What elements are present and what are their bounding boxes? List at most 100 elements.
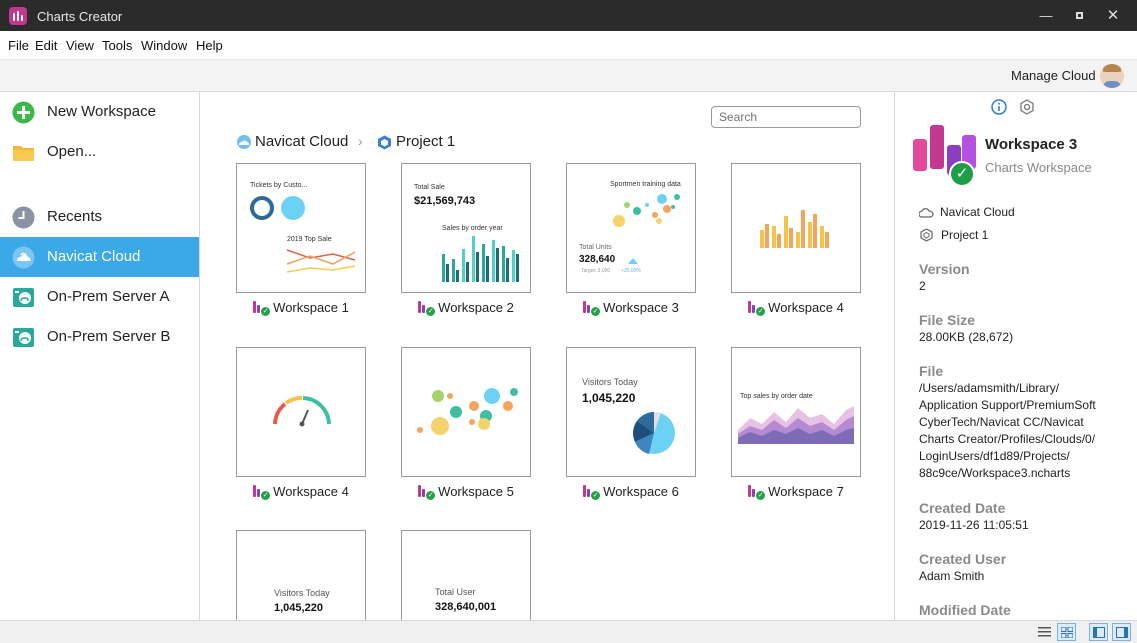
menu-help[interactable]: Help (196, 38, 223, 53)
field-value-created-date: 2019-11-26 11:05:51 (919, 518, 1029, 532)
breadcrumb-project[interactable]: Project 1 (396, 133, 456, 150)
thumb-text: Sales by order year (442, 225, 503, 232)
toolbar: Manage Cloud (0, 60, 1137, 92)
sidebar: New Workspace Open... Recents Navicat Cl… (0, 92, 200, 620)
thumb-text: Total Units (579, 244, 612, 251)
workspace-thumbnail: Visitors Today 1,045,220 (236, 530, 366, 620)
sidebar-item-label: Open... (47, 143, 97, 160)
sidebar-item-on-prem-server-b[interactable]: On-Prem Server B (0, 317, 199, 357)
sidebar-item-new-workspace[interactable]: New Workspace (0, 92, 199, 132)
workspace-grid-area: Navicat Cloud › Project 1 Tickets by Cus… (200, 92, 894, 620)
sidebar-item-label: Recents (47, 208, 103, 225)
workspace-label: ✓ Workspace 7 (731, 484, 861, 502)
plus-circle-icon (12, 101, 35, 124)
thumb-text: Top sales by order date (740, 393, 813, 400)
workspace-thumbnail: Total Sale $21,569,743 Sales by order ye… (401, 163, 531, 293)
bar-chart-thumb (760, 210, 829, 248)
field-value-file: /Users/adamsmith/Library/ Application Su… (919, 381, 1096, 480)
scatter-chart-thumb (613, 194, 680, 227)
thumb-text: 2019 Top Sale (287, 236, 332, 243)
thumb-text: $21,569,743 (414, 195, 476, 207)
info-icon[interactable] (991, 99, 1007, 115)
close-button[interactable]: ✕ (1106, 7, 1120, 24)
field-value-version: 2 (919, 279, 926, 293)
cloud-icon (237, 135, 251, 149)
area-chart-thumb (738, 406, 854, 444)
app-logo-icon (9, 7, 27, 25)
thumb-text: Sportmen training data (610, 181, 681, 188)
workspace-label: ✓ Workspace 4 (236, 484, 366, 502)
list-view-icon[interactable] (1038, 626, 1051, 638)
field-label-file-size: File Size (919, 312, 976, 328)
panel-title: Workspace 3 (985, 136, 1078, 153)
sidebar-item-recents[interactable]: Recents (0, 197, 199, 237)
bubble-chart-thumb (417, 388, 518, 435)
sidebar-item-on-prem-server-a[interactable]: On-Prem Server A (0, 277, 199, 317)
line-chart-thumb (286, 249, 356, 273)
field-label-modified-date: Modified Date (919, 602, 1011, 618)
cloud-icon (12, 246, 35, 269)
thumb-text: Visitors Today (582, 377, 638, 387)
grid-view-button[interactable] (1057, 623, 1076, 641)
panel-location-cloud: Navicat Cloud (940, 205, 1015, 219)
maximize-button[interactable] (1069, 6, 1089, 26)
thumb-text: Total Sale (414, 184, 445, 191)
title-bar: Charts Creator — ✕ (0, 0, 1137, 31)
field-label-created-date: Created Date (919, 500, 1006, 516)
minimize-button[interactable]: — (1039, 8, 1053, 23)
workspace-large-icon: ✓ (913, 123, 977, 187)
status-bar (0, 620, 1137, 643)
workspace-thumbnail: Sportmen training data Total Units 328,6… (566, 163, 696, 293)
menu-window[interactable]: Window (141, 38, 188, 53)
workspace-label: ✓ Workspace 2 (401, 300, 531, 318)
thumb-text: Tickets by Custo... (250, 182, 308, 189)
breadcrumb-cloud[interactable]: Navicat Cloud (255, 133, 349, 150)
field-label-version: Version (919, 261, 970, 277)
bar-chart-thumb (442, 236, 519, 282)
sidebar-item-label: New Workspace (47, 103, 156, 120)
cloud-icon (919, 208, 934, 218)
toggle-left-panel-button[interactable] (1089, 623, 1108, 641)
workspace-thumbnail: Top sales by order date (731, 347, 861, 477)
workspace-icon: ✓ (748, 484, 766, 500)
workspace-label: ✓ Workspace 4 (731, 300, 861, 318)
thumb-text: Target: 3,000 (581, 268, 611, 274)
menu-view[interactable]: View (66, 38, 94, 53)
panel-subtitle: Charts Workspace (985, 160, 1092, 175)
triangle-up-icon (628, 258, 638, 264)
pie-chart-thumb (633, 411, 675, 454)
project-hexagon-icon (378, 135, 391, 150)
search-input[interactable] (711, 106, 861, 128)
thumb-text: Total User (435, 587, 476, 597)
hexagon-settings-icon[interactable] (1019, 99, 1035, 115)
workspace-label: ✓ Workspace 1 (236, 300, 366, 318)
thumb-text: 1,045,220 (582, 391, 636, 405)
details-panel: ✓ Workspace 3 Charts Workspace Navicat C… (894, 92, 1137, 620)
workspace-icon: ✓ (253, 300, 271, 316)
gauge-chart-thumb (273, 396, 331, 427)
sidebar-item-label: On-Prem Server B (47, 328, 171, 345)
sidebar-item-open[interactable]: Open... (0, 132, 199, 172)
workspace-thumbnail: Tickets by Custo... 2019 Top Sale (236, 163, 366, 293)
user-avatar[interactable] (1100, 64, 1124, 88)
workspace-thumbnail: Total User 328,640,001 (401, 530, 531, 620)
workspace-icon: ✓ (253, 484, 271, 500)
workspace-label: ✓ Workspace 3 (566, 300, 696, 318)
thumb-text: 1,045,220 (274, 602, 323, 614)
thumb-text: Visitors Today (274, 588, 330, 598)
workspace-label: ✓ Workspace 5 (401, 484, 531, 502)
menu-file[interactable]: File (8, 38, 29, 53)
chevron-right-icon: › (358, 133, 363, 149)
hexagon-icon (920, 228, 933, 242)
menu-edit[interactable]: Edit (35, 38, 58, 53)
toggle-right-panel-button[interactable] (1112, 623, 1131, 641)
manage-cloud-link[interactable]: Manage Cloud (1011, 68, 1096, 83)
workspace-thumbnail (401, 347, 531, 477)
grid-view-icon (1061, 627, 1073, 638)
sidebar-item-navicat-cloud[interactable]: Navicat Cloud (0, 237, 199, 277)
workspace-icon: ✓ (418, 300, 436, 316)
workspace-icon: ✓ (583, 484, 601, 500)
menu-tools[interactable]: Tools (102, 38, 133, 53)
thumb-text: 328,640 (579, 254, 616, 265)
workspace-thumbnail (236, 347, 366, 477)
